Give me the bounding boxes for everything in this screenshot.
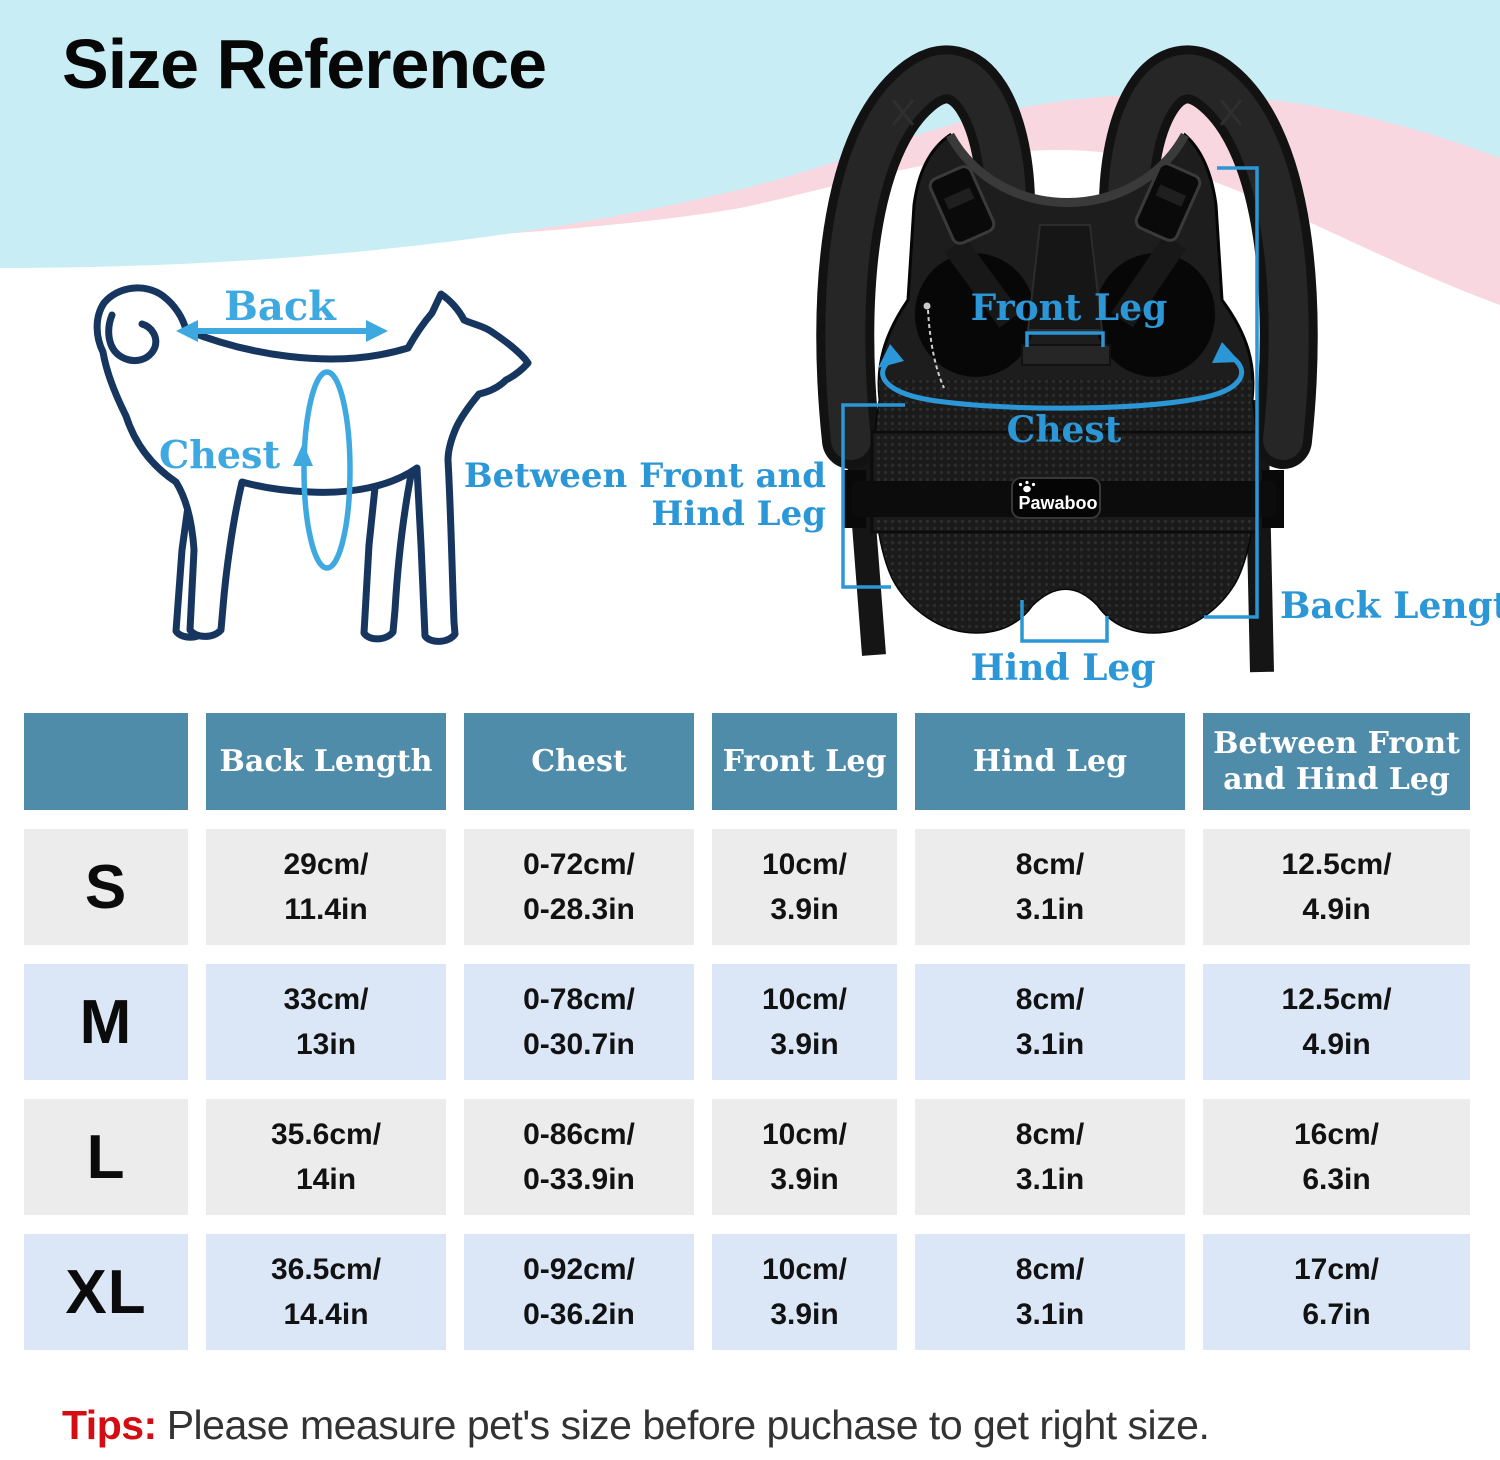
table-cell: 12.5cm/4.9in xyxy=(1203,829,1470,945)
dog-outline xyxy=(93,284,532,645)
table-cell: 8cm/3.1in xyxy=(915,964,1185,1080)
between-label-line1: Between Front and xyxy=(464,456,826,496)
tips-note: Tips: Please measure pet's size before pu… xyxy=(62,1402,1210,1449)
between-label-line2: Hind Leg xyxy=(651,494,826,534)
tips-text: Please measure pet's size before puchase… xyxy=(166,1402,1210,1448)
table-cell: 8cm/3.1in xyxy=(915,1099,1185,1215)
hero-diagrams: Back Chest xyxy=(93,45,1500,689)
size-cell-xl: XL xyxy=(24,1234,188,1350)
carrier-right-armhole xyxy=(1094,253,1216,377)
size-cell-m: M xyxy=(24,964,188,1080)
table-cell: 33cm/13in xyxy=(206,964,446,1080)
table-cell: 0-92cm/0-36.2in xyxy=(464,1234,694,1350)
carrier-right-buckle xyxy=(1134,162,1202,242)
tips-label: Tips: xyxy=(62,1402,157,1448)
size-cell-s: S xyxy=(24,829,188,945)
pet-carrier-product-image: Pawaboo xyxy=(816,45,1318,673)
table-cell: 8cm/3.1in xyxy=(915,829,1185,945)
carrier-front-leg-strap xyxy=(1021,344,1111,366)
hind-leg-label: Hind Leg xyxy=(971,647,1156,689)
table-cell: 8cm/3.1in xyxy=(915,1234,1185,1350)
carrier-left-armhole xyxy=(914,253,1036,377)
page-title: Size Reference xyxy=(62,25,547,103)
cyan-wave-shape xyxy=(0,0,1500,268)
back-arrow-icon xyxy=(176,320,388,342)
paw-icon xyxy=(1018,480,1036,493)
dog-back-label: Back xyxy=(224,283,337,330)
carrier-left-strap-highlight xyxy=(825,54,1027,460)
carrier-left-adjuster-webbing xyxy=(944,237,1021,328)
table-cell: 10cm/3.9in xyxy=(712,964,897,1080)
back-length-bracket-icon xyxy=(1204,166,1259,619)
header-cell-empty xyxy=(24,713,188,810)
carrier-chest-label: Chest xyxy=(1007,409,1122,451)
chest-ring-arrow-left-icon xyxy=(878,344,904,368)
carrier-center-strip xyxy=(1026,224,1104,331)
carrier-annotations: Front Leg Chest Between Front and Hind L… xyxy=(464,166,1500,689)
dog-chest-label: Chest xyxy=(159,432,280,477)
between-bracket-icon xyxy=(841,403,905,589)
size-cell-l: L xyxy=(24,1099,188,1215)
carrier-zipper-pull xyxy=(923,302,931,310)
hind-leg-bracket-icon xyxy=(1020,600,1109,643)
header-cell-chest: Chest xyxy=(464,713,694,810)
table-cell: 0-86cm/0-33.9in xyxy=(464,1099,694,1215)
table-cell: 17cm/6.7in xyxy=(1203,1234,1470,1350)
back-length-label: Back Length xyxy=(1280,585,1500,627)
strap-stitching xyxy=(891,99,1243,126)
header-cell-hind-leg: Hind Leg xyxy=(915,713,1185,810)
chest-ring-arrow-right-icon xyxy=(1212,342,1240,363)
carrier-zipper xyxy=(927,309,945,389)
carrier-right-adjuster-webbing xyxy=(1111,234,1186,328)
header-cell-back-length: Back Length xyxy=(206,713,446,810)
front-leg-bracket-icon xyxy=(1025,331,1105,347)
table-cell: 36.5cm/14.4in xyxy=(206,1234,446,1350)
background-waves xyxy=(0,0,1500,305)
size-table: Back Length Chest Front Leg Hind Leg Bet… xyxy=(24,713,1470,1350)
header-cell-front-leg: Front Leg xyxy=(712,713,897,810)
dog-far-front-leg xyxy=(360,466,416,643)
table-cell: 10cm/3.9in xyxy=(712,829,897,945)
table-cell: 35.6cm/14in xyxy=(206,1099,446,1215)
header-cell-between: Between Front and Hind Leg xyxy=(1203,713,1470,810)
brand-label: Pawaboo xyxy=(1018,493,1097,513)
table-cell: 12.5cm/4.9in xyxy=(1203,964,1470,1080)
brand-patch: Pawaboo xyxy=(1011,477,1101,519)
table-cell: 0-78cm/0-30.7in xyxy=(464,964,694,1080)
table-cell: 10cm/3.9in xyxy=(712,1234,897,1350)
carrier-left-buckle xyxy=(928,165,996,245)
dog-tail-curl xyxy=(105,311,160,365)
table-cell: 16cm/6.3in xyxy=(1203,1099,1470,1215)
carrier-right-strap-highlight xyxy=(1107,54,1309,460)
chest-ring-icon xyxy=(880,353,1244,411)
front-leg-label: Front Leg xyxy=(971,287,1168,329)
table-cell: 10cm/3.9in xyxy=(712,1099,897,1215)
chest-ellipse-icon xyxy=(301,369,353,571)
chest-ellipse-arrow-icon xyxy=(293,443,313,466)
table-cell: 29cm/11.4in xyxy=(206,829,446,945)
dog-measurement-diagram: Back Chest xyxy=(93,283,532,645)
table-cell: 0-72cm/0-28.3in xyxy=(464,829,694,945)
